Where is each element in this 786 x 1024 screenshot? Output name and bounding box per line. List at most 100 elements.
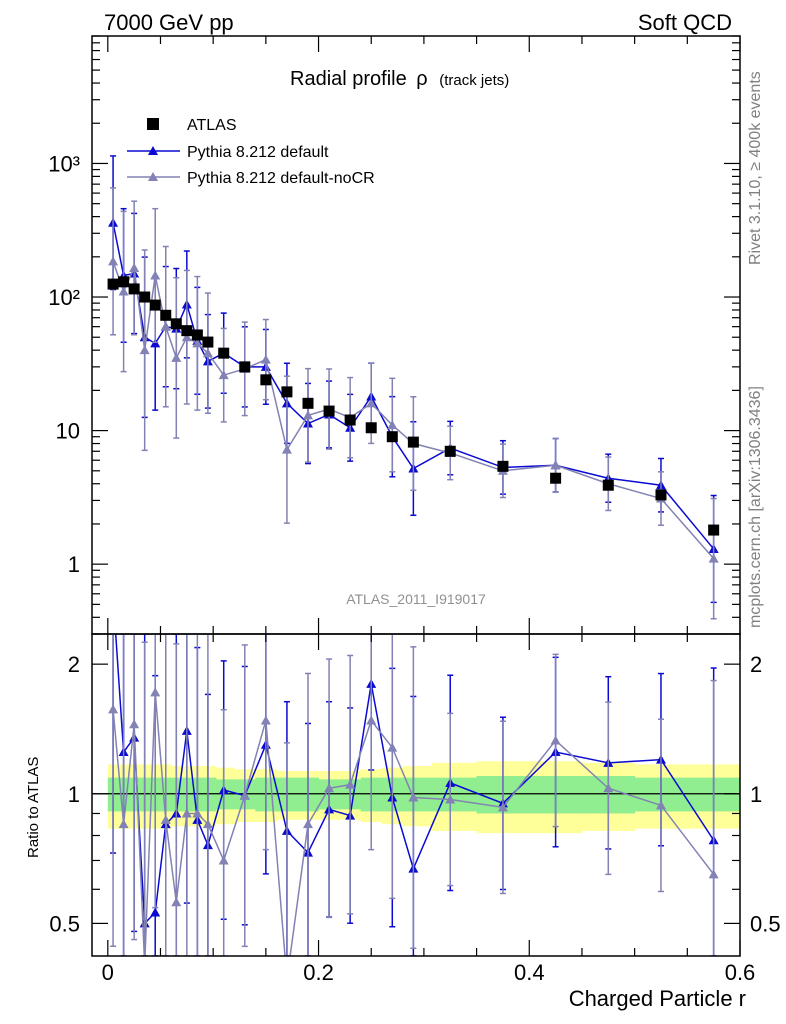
- ratio-point: [303, 819, 313, 829]
- x-tick-label: 0.4: [514, 960, 545, 985]
- atlas-point: [344, 414, 356, 426]
- uncertainty-bands: [107, 761, 740, 834]
- ratio-point: [181, 808, 192, 818]
- data-point: [387, 420, 398, 430]
- ratio-point: [150, 907, 161, 917]
- data-point: [150, 270, 161, 280]
- ratio-line: [114, 634, 715, 926]
- atlas-point: [281, 386, 293, 398]
- ratio-point: [118, 819, 129, 829]
- atlas-point: [160, 309, 172, 321]
- ratio-point: [108, 590, 118, 599]
- rivet-label: Rivet 3.1.10, ≥ 400k events: [747, 71, 764, 265]
- data-point: [218, 370, 229, 380]
- atlas-point: [128, 283, 140, 295]
- ratio-point: [655, 800, 666, 810]
- legend-marker: [148, 146, 158, 155]
- atlas-point: [170, 318, 182, 330]
- y-tick-label: 10³: [48, 151, 80, 176]
- ratio-y-tick-label-right: 2: [750, 652, 762, 677]
- header-right: Soft QCD: [638, 10, 732, 35]
- ratio-point: [160, 814, 171, 824]
- ratio-point: [129, 719, 140, 729]
- ratio-point: [239, 790, 250, 800]
- main-plot: 1 10 10² 10³: [48, 35, 741, 635]
- data-point: [366, 398, 377, 408]
- atlas-point: [602, 479, 614, 491]
- ratio-point: [408, 792, 419, 802]
- legend-label: Pythia 8.212 default: [187, 144, 329, 161]
- watermark: ATLAS_2011_I919017: [346, 591, 486, 607]
- data-point: [550, 460, 561, 470]
- ratio-y-tick-label-left: 0.5: [49, 911, 80, 936]
- ratio-plot: 0.5 0.5 1 1 2 2 0 0.2 0.4 0.6: [49, 36, 781, 985]
- ratio-point: [108, 704, 119, 714]
- ratio-point: [708, 869, 719, 879]
- ratio-point: [171, 897, 182, 907]
- mcplots-label: mcplots.cern.ch [arXiv:1306.3436]: [747, 386, 764, 628]
- atlas-point: [260, 374, 272, 386]
- data-point: [202, 348, 213, 358]
- legend-label: ATLAS: [187, 117, 237, 134]
- atlas-point: [181, 325, 193, 337]
- y-tick-label: 10: [56, 419, 80, 444]
- ratio-y-tick-label-left: 2: [68, 652, 80, 677]
- legend: ATLAS Pythia 8.212 default Pythia 8.212 de…: [127, 117, 375, 187]
- atlas-point: [444, 445, 456, 457]
- x-tick-label: 0: [102, 960, 114, 985]
- chart-title-symbol: ρ: [416, 68, 427, 90]
- plot-frame-lower: [91, 633, 741, 957]
- legend-marker: [148, 172, 158, 181]
- atlas-point: [386, 431, 398, 443]
- ratio-point: [550, 735, 561, 745]
- ratio-point: [202, 819, 213, 829]
- atlas-point: [497, 460, 509, 472]
- data-point: [281, 444, 292, 454]
- atlas-point: [149, 299, 161, 311]
- data-point: [118, 286, 129, 296]
- ratio-point: [282, 975, 292, 984]
- series-1: [108, 155, 719, 604]
- data-point: [108, 256, 119, 266]
- header-left: 7000 GeV pp: [104, 10, 234, 35]
- x-axis-label: Charged Particle r: [569, 986, 746, 1011]
- chart-title: Radial profile ρ (track jets): [290, 68, 509, 90]
- ratio-point: [218, 855, 229, 865]
- series-atlas: [107, 276, 720, 536]
- atlas-point: [107, 278, 119, 290]
- ratio-y-tick-label-left: 1: [68, 782, 80, 807]
- atlas-point: [655, 489, 667, 501]
- atlas-point: [407, 436, 419, 448]
- ratio-y-tick-label-right: 1: [750, 782, 762, 807]
- ratio-point: [366, 715, 377, 725]
- data-point: [192, 338, 203, 348]
- band-inner: [431, 777, 478, 812]
- ratio-point: [387, 742, 398, 752]
- ratio-line: [112, 692, 715, 956]
- data-point: [181, 332, 192, 342]
- atlas-point: [239, 361, 251, 373]
- data-point: [303, 410, 313, 420]
- data-point: [160, 321, 171, 331]
- y-tick-label: 1: [68, 552, 80, 577]
- y-tick-label: 10²: [48, 285, 80, 310]
- x-tick-label: 0.6: [725, 960, 756, 985]
- atlas-point: [708, 524, 720, 536]
- chart-title-main: Radial profile: [290, 68, 407, 90]
- data-point: [139, 345, 150, 355]
- band-inner: [215, 779, 235, 810]
- ratio-point: [324, 783, 335, 793]
- data-point: [260, 354, 271, 364]
- legend-label: Pythia 8.212 default-noCR: [187, 170, 375, 187]
- data-point: [171, 352, 182, 362]
- ratio-point: [345, 779, 356, 789]
- ratio-point: [497, 802, 508, 812]
- band-inner: [202, 777, 217, 812]
- atlas-point: [218, 347, 230, 359]
- atlas-point: [323, 405, 335, 417]
- ratio-series-2: [108, 634, 719, 984]
- atlas-point: [191, 329, 203, 341]
- x-tick-label: 0.2: [303, 960, 334, 985]
- ratio-point: [260, 715, 271, 725]
